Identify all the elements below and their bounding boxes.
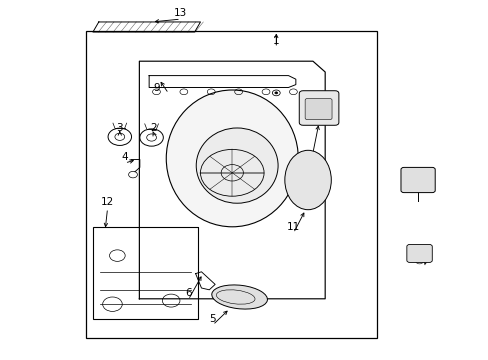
Text: 3: 3 — [116, 123, 123, 133]
Bar — [93, 227, 198, 319]
Text: 6: 6 — [184, 288, 191, 298]
FancyBboxPatch shape — [400, 167, 434, 193]
Text: 2: 2 — [150, 123, 157, 133]
Text: 7: 7 — [421, 256, 428, 266]
Ellipse shape — [284, 150, 331, 210]
Text: 11: 11 — [286, 222, 300, 232]
FancyBboxPatch shape — [305, 99, 331, 120]
Text: 8: 8 — [416, 182, 423, 192]
Text: 4: 4 — [121, 152, 128, 162]
Text: 13: 13 — [174, 8, 187, 18]
Bar — [85, 31, 376, 338]
Text: 5: 5 — [209, 314, 216, 324]
Text: 9: 9 — [153, 83, 160, 93]
Text: 1: 1 — [272, 36, 279, 46]
FancyBboxPatch shape — [406, 244, 431, 262]
Ellipse shape — [166, 90, 298, 227]
Ellipse shape — [211, 285, 267, 309]
FancyBboxPatch shape — [299, 91, 338, 125]
Circle shape — [274, 92, 277, 94]
Text: 10: 10 — [304, 153, 316, 163]
Text: 12: 12 — [101, 197, 114, 207]
Ellipse shape — [196, 128, 278, 203]
